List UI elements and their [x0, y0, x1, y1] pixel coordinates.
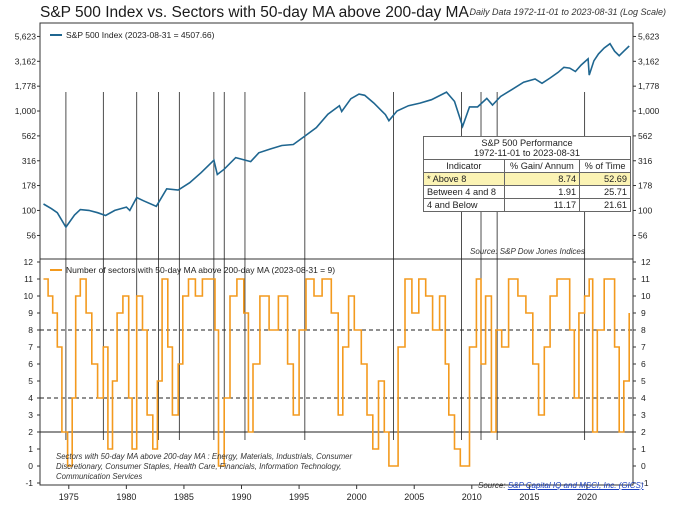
table-header-cell: Indicator [423, 159, 505, 173]
table-row: * Above 8 8.74 52.69 [423, 172, 631, 186]
table-cell: 11.17 [503, 198, 581, 212]
y-tick-label: 1,778 [15, 81, 37, 91]
table-cell: 25.71 [579, 185, 631, 199]
performance-table: S&P 500 Performance 1972-11-01 to 2023-0… [423, 136, 631, 212]
y-tick-label: 0 [641, 461, 646, 471]
y-tick-label: -1 [25, 478, 33, 488]
y-tick-label: 562 [22, 131, 36, 141]
y-tick-label: 1,000 [15, 106, 37, 116]
y-tick-label: -1 [641, 478, 649, 488]
y-tick-label: 5 [28, 376, 33, 386]
x-tick-label: 2020 [577, 492, 597, 502]
sp500-index-line [43, 42, 630, 229]
y-tick-label: 11 [24, 274, 33, 284]
y-tick-label: 56 [638, 230, 648, 240]
sector-count-line [43, 278, 630, 467]
y-tick-label: 5,623 [638, 31, 660, 41]
y-tick-label: 1,000 [638, 106, 660, 116]
plot-frame [39, 22, 634, 486]
y-tick-label: 3 [641, 410, 646, 420]
source-note-top: Source: S&P Dow Jones Indices [470, 247, 585, 256]
y-tick-label: 1 [28, 444, 33, 454]
y-tick-label: 3 [28, 410, 33, 420]
x-axis-ticks: 1975 1980 1985 1990 1995 2000 2005 2010 2015 2020 [59, 485, 597, 502]
table-header-cell: % of Time [579, 159, 631, 173]
table-row: Between 4 and 8 1.91 25.71 [423, 185, 631, 199]
legend-label-index: S&P 500 Index (2023-08-31 = 4507.66) [66, 30, 215, 40]
y-tick-label: 8 [28, 325, 33, 335]
y-tick-label: 178 [638, 181, 652, 191]
y-tick-label: 10 [24, 291, 34, 301]
y-tick-label: 3,162 [15, 56, 37, 66]
chart-title: S&P 500 Index vs. Sectors with 50-day MA… [40, 4, 469, 21]
y-tick-label: 11 [641, 274, 650, 284]
legend-bottom: Number of sectors with 50-day MA above 2… [50, 265, 335, 275]
table-cell: 1.91 [503, 185, 581, 199]
table-header-cell: % Gain/ Annum [503, 159, 581, 173]
y-tick-label: 5 [641, 376, 646, 386]
reference-lines [40, 329, 633, 433]
y-tick-label: 1 [641, 444, 646, 454]
y-tick-label: 7 [641, 342, 646, 352]
y-tick-label: 8 [641, 325, 646, 335]
y-tick-label: 9 [641, 308, 646, 318]
y-tick-label: 5,623 [15, 31, 37, 41]
legend-label-sectors: Number of sectors with 50-day MA above 2… [66, 265, 335, 275]
y-tick-label: 12 [641, 257, 651, 267]
y-tick-label: 4 [28, 393, 33, 403]
performance-table-title: S&P 500 Performance 1972-11-01 to 2023-0… [423, 136, 631, 160]
x-tick-label: 2000 [347, 492, 367, 502]
x-tick-label: 1990 [231, 492, 251, 502]
y-tick-label: 6 [28, 359, 33, 369]
y-tick-label: 3,162 [638, 56, 660, 66]
y-tick-label: 6 [641, 359, 646, 369]
x-tick-label: 1975 [59, 492, 79, 502]
table-cell: * Above 8 [423, 172, 505, 186]
x-tick-label: 1980 [116, 492, 136, 502]
source-link[interactable]: S&P Capital IQ and MSCI, Inc. (GICS) [507, 481, 644, 490]
performance-table-period: 1972-11-01 to 2023-08-31 [473, 148, 581, 158]
performance-table-heading: S&P 500 Performance [481, 138, 573, 148]
table-cell: 52.69 [579, 172, 631, 186]
table-cell: 8.74 [503, 172, 581, 186]
y-tick-label: 4 [641, 393, 646, 403]
y-tick-label: 316 [638, 156, 652, 166]
source-note-bottom: Source: S&P Capital IQ and MSCI, Inc. (G… [478, 481, 644, 490]
y-tick-label: 2 [641, 427, 646, 437]
y-tick-label: 100 [638, 205, 652, 215]
source-prefix: Source: [478, 481, 506, 490]
table-row: 4 and Below 11.17 21.61 [423, 198, 631, 212]
y-tick-label: 2 [28, 427, 33, 437]
y-tick-label: 7 [28, 342, 33, 352]
y-tick-label: 316 [22, 156, 36, 166]
x-tick-label: 1985 [174, 492, 194, 502]
top-axis-ticks: 56 56 100 100 178 178 316 316 562 562 1,000 1,000 1,… [15, 31, 660, 240]
x-tick-label: 2010 [462, 492, 482, 502]
x-tick-label: 1995 [289, 492, 309, 502]
y-tick-label: 9 [28, 308, 33, 318]
sector-note: Sectors with 50-day MA above 200-day MA … [56, 452, 353, 481]
x-tick-label: 2005 [404, 492, 424, 502]
table-cell: 21.61 [579, 198, 631, 212]
y-tick-label: 10 [641, 291, 651, 301]
y-tick-label: 0 [28, 461, 33, 471]
y-tick-label: 56 [27, 230, 37, 240]
y-tick-label: 100 [22, 205, 36, 215]
chart-subtitle: Daily Data 1972-11-01 to 2023-08-31 (Log… [469, 7, 666, 17]
y-tick-label: 12 [24, 257, 34, 267]
table-cell: Between 4 and 8 [423, 185, 505, 199]
legend-top: S&P 500 Index (2023-08-31 = 4507.66) [50, 30, 215, 40]
table-cell: 4 and Below [423, 198, 505, 212]
y-tick-label: 178 [22, 181, 36, 191]
x-tick-label: 2015 [519, 492, 539, 502]
y-tick-label: 562 [638, 131, 652, 141]
y-tick-label: 1,778 [638, 81, 660, 91]
